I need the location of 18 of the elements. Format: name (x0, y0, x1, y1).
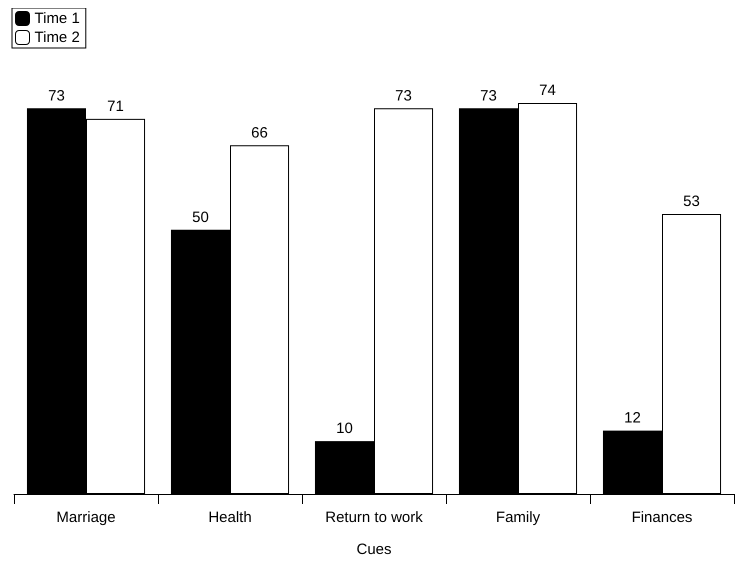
data-label: 12 (624, 410, 641, 427)
x-tick-label: Finances (632, 509, 692, 526)
legend-label: Time 1 (34, 10, 80, 27)
data-label: 73 (395, 87, 412, 104)
data-label: 66 (251, 124, 268, 142)
data-label: 74 (539, 82, 556, 99)
x-axis-title: Cues (356, 541, 392, 558)
data-label: 10 (336, 420, 353, 438)
data-label: 73 (48, 87, 65, 104)
data-label: 71 (107, 98, 124, 115)
x-tick-label: Family (496, 509, 541, 526)
data-label: 53 (683, 192, 700, 210)
x-tick-label: Marriage (56, 509, 116, 526)
x-tick-label: Return to work (325, 509, 424, 526)
data-label: 50 (192, 208, 209, 226)
legend-label: Time 2 (34, 29, 80, 46)
x-tick-label: Health (208, 509, 252, 526)
data-label: 73 (480, 87, 497, 104)
